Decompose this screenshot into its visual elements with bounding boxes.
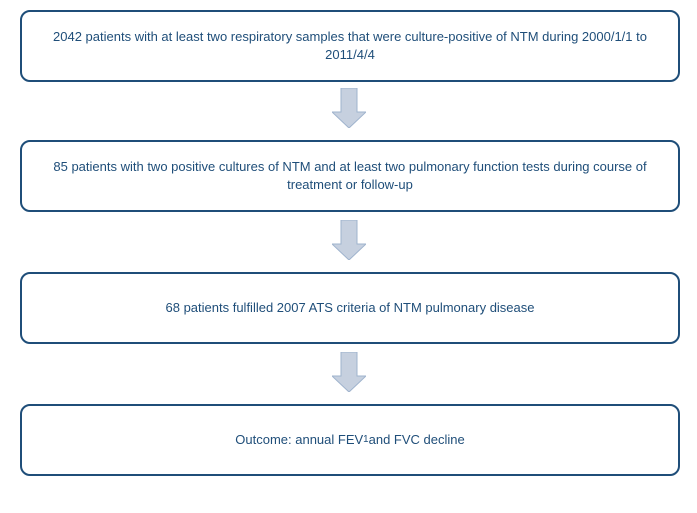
flowchart-canvas: 2042 patients with at least two respirat…: [0, 0, 697, 513]
flow-arrow3: [332, 352, 366, 392]
flow-box4: Outcome: annual FEV1 and FVC decline: [20, 404, 680, 476]
flow-arrow1: [332, 88, 366, 128]
flow-arrow2: [332, 220, 366, 260]
flow-box2: 85 patients with two positive cultures o…: [20, 140, 680, 212]
flow-box1: 2042 patients with at least two respirat…: [20, 10, 680, 82]
flow-box3: 68 patients fulfilled 2007 ATS criteria …: [20, 272, 680, 344]
